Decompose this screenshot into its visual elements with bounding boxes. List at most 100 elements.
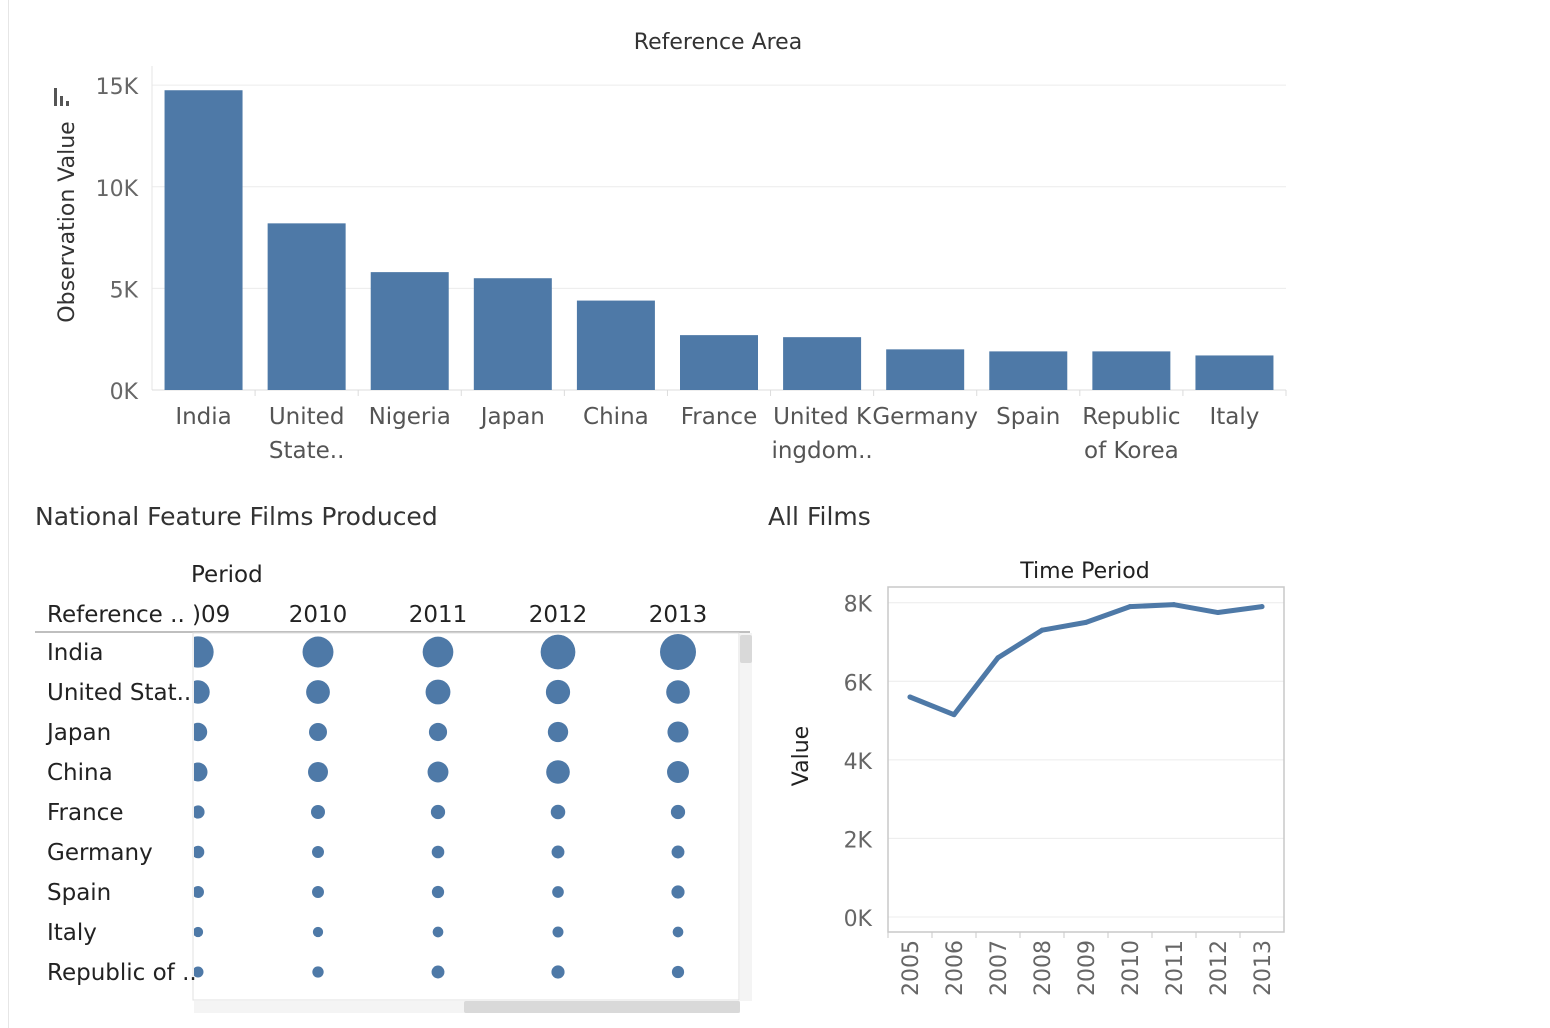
bubble-mark[interactable] (425, 679, 451, 705)
line-point[interactable] (995, 655, 1001, 661)
bubble-mark[interactable] (547, 721, 569, 743)
bubble-mark[interactable] (667, 721, 689, 743)
bubble-mark[interactable] (311, 805, 325, 819)
bubble-mark[interactable] (312, 966, 324, 978)
bubble-mark[interactable] (552, 926, 564, 938)
sort-icon[interactable] (54, 88, 69, 106)
bubble-mark[interactable] (306, 680, 330, 704)
bar-category-label[interactable]: Germany (872, 404, 978, 430)
line-point[interactable] (1259, 604, 1265, 610)
bubble-mark[interactable] (546, 760, 570, 784)
line-point[interactable] (951, 712, 957, 718)
bubble-row-label[interactable]: Spain (47, 880, 111, 906)
line-point[interactable] (1083, 619, 1089, 625)
bubble-mark[interactable] (312, 926, 324, 938)
line-y-axis-label[interactable]: Value (789, 726, 814, 786)
bubble-mark[interactable] (428, 722, 448, 742)
bar[interactable] (783, 337, 862, 390)
bubble-mark[interactable] (671, 885, 685, 899)
bubble-column-header[interactable]: 2012 (529, 602, 588, 628)
bubble-mark[interactable] (672, 926, 684, 938)
line-x-tick-label[interactable]: 2009 (1075, 940, 1100, 996)
bubble-mark[interactable] (671, 845, 685, 859)
bar-category-label[interactable]: France (681, 404, 757, 430)
bar-category-label[interactable]: India (175, 404, 231, 430)
bubble-row-label[interactable]: China (47, 760, 113, 786)
bubble-mark[interactable] (189, 722, 208, 742)
line-x-tick-label[interactable]: 2007 (987, 940, 1012, 996)
bubble-mark[interactable] (550, 804, 566, 820)
bar[interactable] (680, 335, 758, 390)
bubble-row-label[interactable]: Germany (47, 840, 153, 866)
bubble-mark[interactable] (422, 636, 454, 668)
line-point[interactable] (1171, 602, 1177, 608)
bubble-mark[interactable] (432, 926, 444, 938)
bar[interactable] (370, 272, 449, 390)
bubble-mark[interactable] (660, 634, 696, 670)
bubble-mark[interactable] (551, 845, 565, 859)
bubble-column-header[interactable]: 2013 (649, 602, 708, 628)
bar-category-label[interactable]: Spain (996, 404, 1060, 430)
line-point[interactable] (1127, 604, 1133, 610)
bubble-row-label[interactable]: India (47, 640, 103, 666)
bar[interactable] (576, 300, 655, 390)
bubble-mark[interactable] (192, 845, 205, 859)
bar[interactable] (989, 351, 1068, 390)
bubble-row-header[interactable]: Reference .. (47, 602, 185, 628)
bar[interactable] (164, 90, 243, 390)
bubble-mark[interactable] (551, 965, 565, 979)
bubble-mark[interactable] (188, 762, 208, 782)
bar-category-label[interactable]: Nigeria (369, 404, 451, 430)
bar-category-label[interactable]: Italy (1210, 404, 1260, 430)
line-point[interactable] (1039, 627, 1045, 633)
vertical-scrollbar-track[interactable] (740, 633, 752, 1001)
bubble-mark[interactable] (670, 804, 686, 820)
bubble-mark[interactable] (182, 636, 214, 668)
bubble-mark[interactable] (193, 926, 204, 938)
bubble-row-label[interactable]: United Stat.. (47, 680, 191, 706)
bubble-column-header[interactable]: )09 (192, 602, 230, 628)
line-x-tick-label[interactable]: 2011 (1163, 940, 1188, 996)
bubble-mark[interactable] (430, 804, 446, 820)
bubble-mark[interactable] (545, 679, 571, 705)
line-x-tick-label[interactable]: 2005 (899, 940, 924, 996)
bubble-mark[interactable] (552, 886, 564, 898)
bar-category-label[interactable]: Republic of Korea (1082, 404, 1180, 464)
bubble-mark[interactable] (302, 636, 334, 668)
line-point[interactable] (907, 694, 913, 700)
line-x-tick-label[interactable]: 2013 (1251, 940, 1276, 996)
bubble-column-header[interactable]: 2011 (409, 602, 468, 628)
bar[interactable] (267, 223, 346, 390)
bubble-column-header[interactable]: 2010 (289, 602, 348, 628)
bubble-mark[interactable] (431, 845, 445, 859)
bubble-mark[interactable] (193, 966, 204, 978)
bubble-mark[interactable] (427, 761, 449, 783)
bubble-mark[interactable] (431, 885, 445, 899)
bubble-mark[interactable] (666, 680, 690, 704)
bubble-mark[interactable] (312, 846, 324, 858)
bubble-mark[interactable] (431, 965, 445, 979)
bubble-mark[interactable] (308, 762, 328, 782)
bubble-row-label[interactable]: Japan (45, 720, 111, 746)
horizontal-scrollbar-thumb[interactable] (464, 1001, 740, 1013)
bubble-mark[interactable] (309, 723, 327, 741)
bubble-mark[interactable] (192, 886, 204, 898)
line-x-tick-label[interactable]: 2006 (943, 940, 968, 996)
bar-category-label[interactable]: China (583, 404, 649, 430)
vertical-scrollbar-thumb[interactable] (740, 635, 752, 663)
bubble-row-label[interactable]: France (47, 800, 123, 826)
bar-y-axis-label[interactable]: Observation Value (55, 121, 80, 322)
bubble-mark[interactable] (312, 886, 324, 898)
line-x-tick-label[interactable]: 2012 (1207, 940, 1232, 996)
line-x-tick-label[interactable]: 2010 (1119, 940, 1144, 996)
bubble-mark[interactable] (186, 680, 210, 704)
bar-category-label[interactable]: United State.. (269, 404, 345, 464)
bar[interactable] (1195, 355, 1274, 390)
bubble-mark[interactable] (667, 761, 689, 783)
bar[interactable] (1092, 351, 1171, 390)
bubble-row-label[interactable]: Italy (47, 920, 97, 946)
bar[interactable] (473, 278, 552, 390)
line-x-tick-label[interactable]: 2008 (1031, 940, 1056, 996)
line-point[interactable] (1215, 610, 1221, 616)
